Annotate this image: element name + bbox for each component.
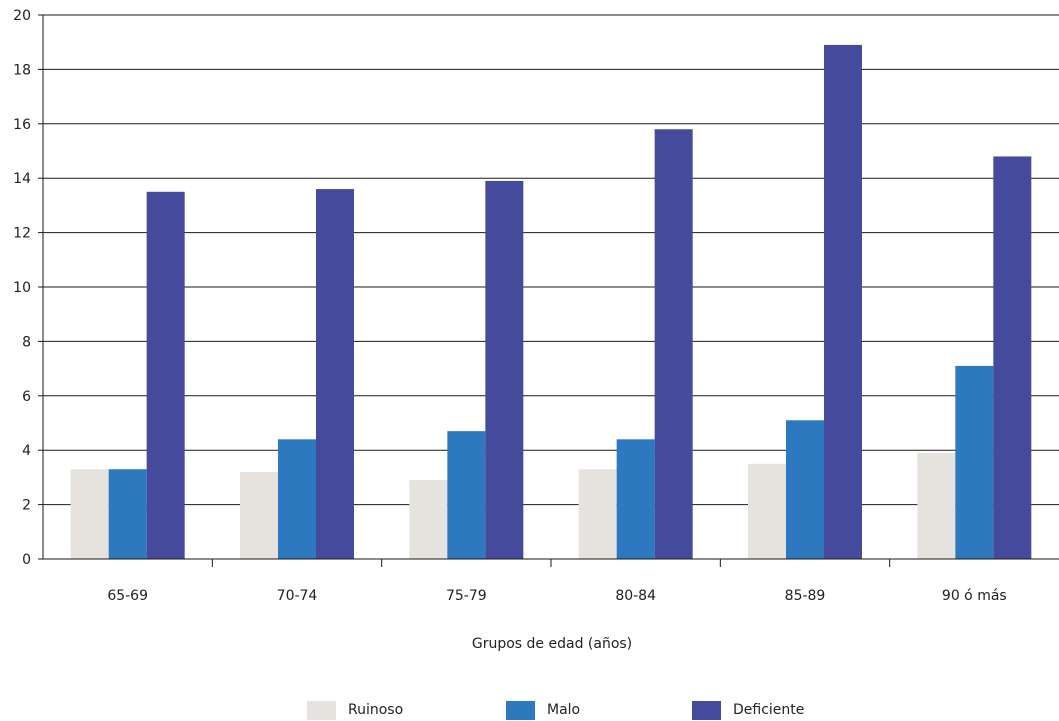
bars bbox=[70, 44, 1032, 560]
bar-deficiente bbox=[146, 191, 185, 560]
bar-ruinoso bbox=[917, 452, 956, 559]
bar-ruinoso bbox=[70, 469, 109, 559]
x-tick-label: 90 ó más bbox=[942, 588, 1007, 604]
bar-malo bbox=[616, 439, 655, 559]
bar-deficiente bbox=[824, 44, 862, 560]
y-tick-label: 4 bbox=[22, 443, 31, 459]
bar-malo bbox=[447, 431, 486, 559]
y-tick-label: 18 bbox=[13, 62, 31, 78]
bar-malo bbox=[955, 365, 994, 559]
y-tick-label: 16 bbox=[13, 117, 31, 133]
bar-chart: 0 2 4 6 8 10 12 14 16 18 20 65-69 70-74 75-79 80-84 85… bbox=[13, 8, 1059, 652]
y-tick-labels: 0 2 4 6 8 10 12 14 16 18 20 bbox=[13, 8, 31, 568]
legend-label: Malo bbox=[547, 702, 581, 718]
legend-item-malo: Malo bbox=[506, 700, 580, 721]
bar-malo bbox=[786, 420, 824, 559]
x-tick-label: 80-84 bbox=[615, 588, 656, 604]
bar-malo bbox=[278, 439, 316, 559]
bar-ruinoso bbox=[748, 463, 786, 559]
legend-swatch bbox=[307, 701, 336, 720]
x-tick-label: 70-74 bbox=[277, 588, 318, 604]
bar-ruinoso bbox=[578, 469, 617, 559]
legend-item-deficiente: Deficiente bbox=[692, 700, 804, 721]
axes bbox=[38, 14, 1059, 567]
x-tick-label: 65-69 bbox=[107, 588, 148, 604]
legend-swatch bbox=[692, 701, 721, 720]
y-tick-label: 20 bbox=[13, 8, 31, 24]
bar-malo bbox=[108, 469, 147, 559]
legend: Ruinoso Malo Deficiente bbox=[0, 700, 1059, 721]
legend-item-ruinoso: Ruinoso bbox=[307, 700, 403, 721]
x-tick-labels: 65-69 70-74 75-79 80-84 85-89 90 ó más bbox=[107, 588, 1006, 604]
bar-deficiente bbox=[316, 189, 354, 559]
x-axis-label: Grupos de edad (años) bbox=[472, 636, 632, 652]
legend-swatch bbox=[506, 701, 535, 720]
legend-label: Ruinoso bbox=[348, 702, 404, 718]
bar-deficiente bbox=[654, 129, 693, 560]
gridlines bbox=[43, 14, 1059, 506]
bar-ruinoso bbox=[409, 480, 448, 559]
y-tick-label: 10 bbox=[13, 280, 31, 296]
y-tick-label: 2 bbox=[22, 498, 31, 514]
legend-label: Deficiente bbox=[733, 702, 805, 718]
y-tick-label: 8 bbox=[22, 334, 31, 350]
y-tick-label: 14 bbox=[13, 171, 31, 187]
y-tick-label: 12 bbox=[13, 226, 31, 242]
y-tick-label: 0 bbox=[22, 552, 31, 568]
bar-deficiente bbox=[993, 156, 1032, 559]
bar-deficiente bbox=[485, 180, 524, 560]
x-tick-label: 75-79 bbox=[446, 588, 487, 604]
y-tick-label: 6 bbox=[22, 389, 31, 405]
x-tick-label: 85-89 bbox=[785, 588, 826, 604]
bar-ruinoso bbox=[240, 471, 278, 559]
